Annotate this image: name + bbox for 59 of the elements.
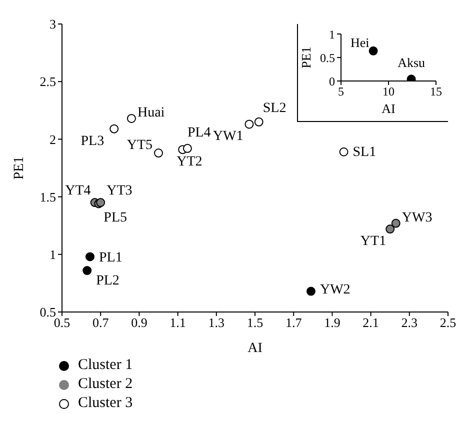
x-tick-label: 0.7 (92, 315, 110, 330)
point (339, 147, 348, 156)
point (244, 120, 254, 129)
y-tick-label: 1 (329, 27, 335, 42)
y-tick-label: 1 (50, 247, 56, 262)
x-tick-label: 1.3 (208, 315, 225, 330)
y-tick-label: 2 (50, 132, 56, 147)
x-tick-label: 0.9 (131, 315, 148, 330)
annotation: YW2 (320, 282, 350, 298)
annotation: YT1 (360, 234, 386, 250)
y-tick-label: 0 (329, 74, 335, 88)
annotation: Hei (350, 34, 370, 50)
x-tick-label: 1.7 (285, 315, 302, 330)
x-tick-label: 15 (430, 84, 442, 99)
x-tick-label: 10 (382, 84, 394, 99)
annotation: SL2 (262, 100, 286, 116)
y-tick-label: 1.5 (40, 189, 56, 204)
annotation: YW3 (402, 210, 432, 226)
annotation: SL1 (352, 144, 376, 160)
point (110, 124, 119, 134)
x-axis-title: AI (382, 101, 396, 116)
y-axis-title: PE1 (12, 156, 27, 180)
point (254, 117, 264, 126)
x-tick-label: 1.1 (170, 315, 186, 330)
annotation: YW1 (212, 129, 244, 144)
y-tick-label: 3 (50, 16, 56, 32)
x-tick-label: 1.5 (246, 315, 264, 330)
point (182, 144, 192, 153)
y-tick-label: 0.5 (40, 304, 56, 320)
annotation: Huai (137, 105, 165, 120)
point (85, 252, 94, 262)
annotation: YT5 (126, 138, 152, 154)
legend-label: Cluster 1 (78, 357, 133, 374)
annotation: PL3 (80, 134, 104, 149)
point (126, 114, 136, 123)
legend-label: Cluster 3 (78, 395, 133, 412)
x-tick-label: 2.1 (362, 315, 379, 330)
point (391, 218, 400, 228)
annotation: PL4 (187, 125, 211, 140)
x-tick-label: 2.3 (401, 315, 418, 330)
x-axis-title: AI (248, 341, 263, 356)
x-tick-label: 2.5 (440, 315, 456, 330)
annotation: YT2 (176, 154, 202, 170)
annotation: PL2 (96, 274, 120, 289)
x-tick-label: 1.9 (324, 315, 340, 330)
point (154, 148, 163, 158)
point (82, 266, 92, 276)
annotation: Aksu (398, 55, 426, 70)
y-tick-label: 0.5 (320, 50, 335, 65)
y-tick-label: 2.5 (40, 74, 56, 90)
point (386, 224, 395, 234)
annotation: PL5 (104, 210, 128, 226)
annotation: YT4 (65, 184, 91, 199)
y-axis-title: PE1 (298, 46, 314, 68)
x-tick-label: 5 (338, 84, 344, 99)
annotation: YT3 (106, 184, 132, 199)
annotation: PL1 (98, 250, 122, 266)
point (306, 286, 316, 296)
legend-label: Cluster 2 (78, 376, 133, 393)
